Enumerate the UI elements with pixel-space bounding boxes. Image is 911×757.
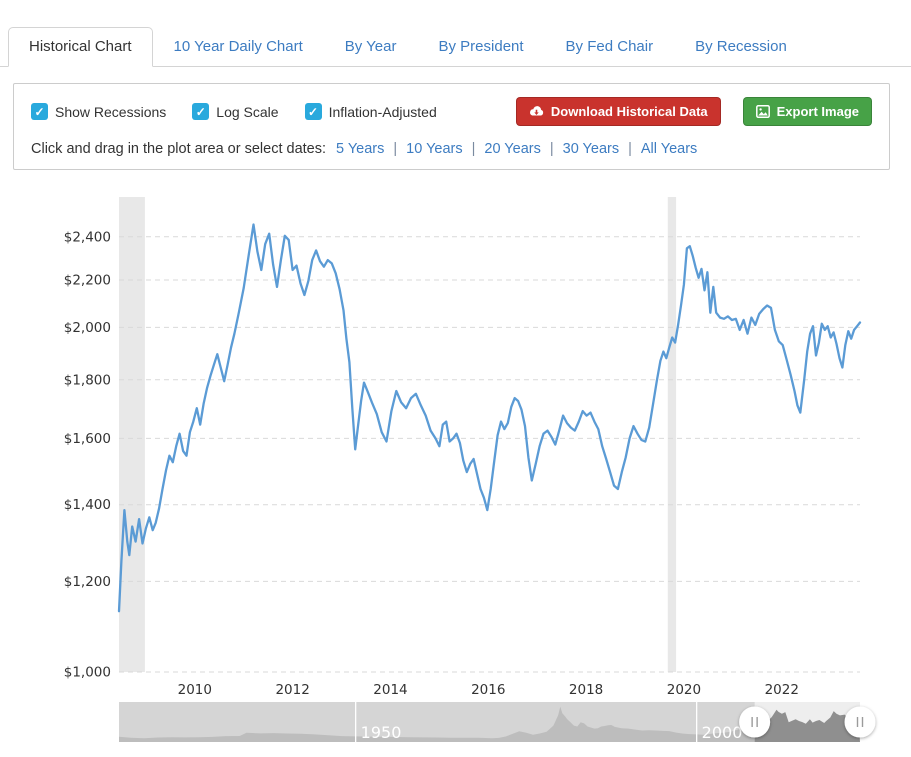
y-tick-label: $1,600: [64, 431, 111, 447]
x-axis-labels: 2010 2012 2014 2016 2018 2020 2022: [178, 682, 799, 698]
y-tick-label: $1,200: [64, 574, 111, 590]
x-tick-label: 2022: [765, 682, 799, 698]
navigator-selection-area: [754, 709, 860, 742]
x-tick-label: 2016: [471, 682, 505, 698]
price-line: [117, 223, 862, 613]
y-tick-label: $1,000: [64, 665, 111, 681]
export-image-button[interactable]: Export Image: [742, 97, 872, 126]
y-tick-label: $2,000: [64, 320, 111, 336]
x-tick-label: 2010: [178, 682, 212, 698]
image-icon: [755, 105, 770, 118]
tab-by-president[interactable]: By President: [438, 38, 524, 55]
plot-area[interactable]: [119, 197, 860, 672]
checkbox-label: Log Scale: [216, 103, 279, 120]
download-historical-data-button[interactable]: Download Historical Data: [515, 97, 721, 126]
separator: |: [393, 141, 398, 157]
navigator-handle-right[interactable]: [844, 706, 876, 738]
checkmark-icon: ✓: [31, 103, 48, 120]
navigator-handle-left[interactable]: [739, 706, 771, 738]
separator: |: [549, 141, 554, 157]
range-link-all-years[interactable]: All Years: [640, 141, 698, 157]
cloud-download-icon: [529, 106, 544, 116]
recession-bands: [119, 197, 677, 672]
checkmark-icon: ✓: [192, 103, 210, 120]
tab-by-recession[interactable]: By Recession: [695, 38, 787, 55]
checkbox-group: ✓ Show Recessions ✓ Log Scale ✓ Inflation-Adj…: [31, 103, 516, 120]
price-line-path: [117, 223, 862, 613]
navigator-tick-label: 2000: [702, 723, 743, 742]
x-tick-label: 2012: [275, 682, 309, 698]
range-link-20-years[interactable]: 20 Years: [484, 141, 541, 157]
checkbox-label: Inflation-Adjusted: [328, 103, 437, 120]
date-range-prompt: Click and drag in the plot area or selec…: [31, 141, 326, 157]
y-tick-label: $1,400: [64, 497, 111, 513]
chart-tabbar: Historical Chart 10 Year Daily Chart By Ye…: [0, 0, 911, 67]
x-tick-label: 2018: [569, 682, 603, 698]
checkbox-show-recessions[interactable]: ✓ Show Recessions: [31, 103, 166, 120]
tab-by-fed-chair[interactable]: By Fed Chair: [565, 38, 654, 55]
download-button-label: Download Historical Data: [550, 104, 708, 119]
y-tick-label: $2,400: [64, 229, 111, 245]
separator: |: [471, 141, 476, 157]
gridlines: [119, 236, 860, 673]
x-tick-label: 2020: [667, 682, 701, 698]
navigator-tick-label: 1950: [361, 723, 402, 742]
navigator-area: [119, 706, 860, 742]
separator: |: [628, 141, 632, 157]
date-range-links: 5 Years | 10 Years | 20 Years | 30 Years | All Y…: [336, 141, 697, 157]
y-tick-label: $2,200: [64, 273, 111, 289]
checkbox-inflation-adjusted[interactable]: ✓ Inflation-Adjusted: [304, 103, 437, 120]
y-tick-label: $1,800: [64, 372, 111, 388]
tab-10-year-daily-chart[interactable]: 10 Year Daily Chart: [173, 38, 303, 55]
y-axis-labels: $1,000 $1,200 $1,400 $1,600 $1,800 $2,000 $2,2…: [64, 229, 111, 680]
recession-band: [667, 197, 677, 672]
recession-band: [119, 197, 145, 672]
tab-historical-chart[interactable]: Historical Chart: [8, 27, 153, 67]
range-link-5-years[interactable]: 5 Years: [336, 141, 385, 157]
x-tick-label: 2014: [373, 682, 407, 698]
range-link-30-years[interactable]: 30 Years: [562, 141, 620, 157]
checkbox-label: Show Recessions: [55, 103, 167, 120]
checkmark-icon: ✓: [304, 103, 322, 120]
navigator[interactable]: 1950 2000: [119, 702, 860, 742]
export-button-label: Export Image: [776, 104, 859, 119]
checkbox-log-scale[interactable]: ✓ Log Scale: [192, 103, 279, 120]
range-link-10-years[interactable]: 10 Years: [406, 141, 463, 157]
tab-by-year[interactable]: By Year: [344, 38, 397, 55]
chart-options-panel: ✓ Show Recessions ✓ Log Scale ✓ Inflation-Adj…: [13, 83, 890, 170]
